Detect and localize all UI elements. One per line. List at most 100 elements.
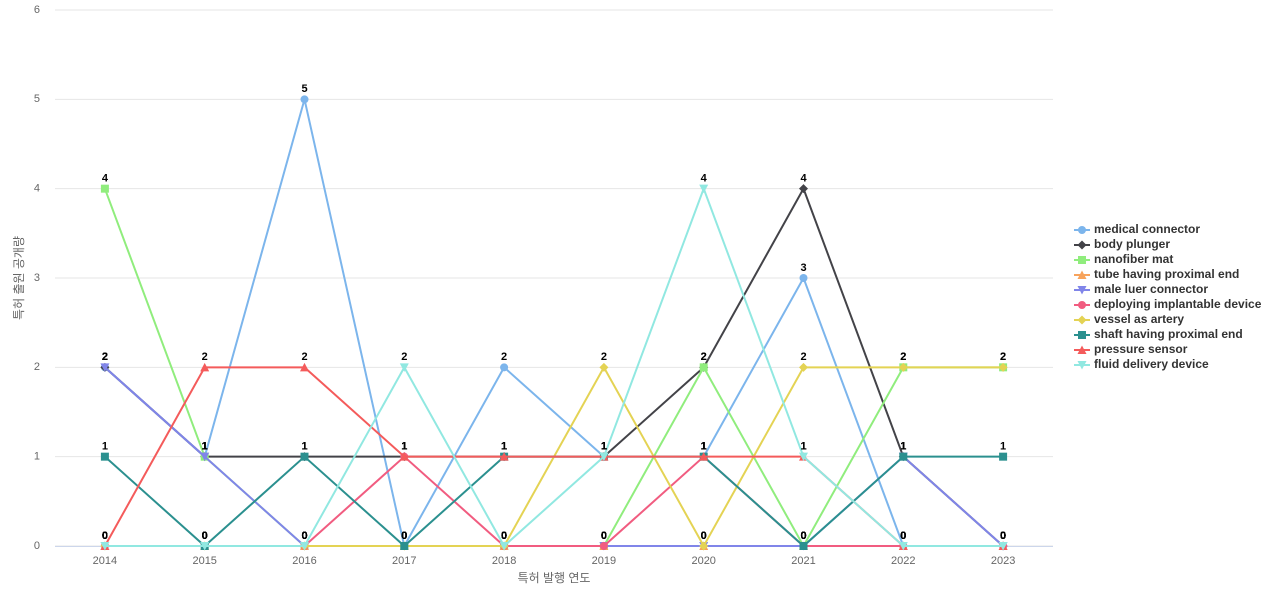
data-label: 0: [501, 530, 507, 542]
data-label: 1: [800, 441, 806, 453]
data-label: 0: [301, 530, 307, 542]
data-label: 0: [1000, 530, 1006, 542]
legend-marker: [1078, 256, 1086, 264]
legend-item: pressure sensor: [1074, 342, 1188, 356]
point: [799, 542, 808, 550]
legend-item: nanofiber mat: [1074, 252, 1173, 266]
data-label: 0: [800, 530, 806, 542]
point: [100, 452, 109, 461]
point: [499, 542, 509, 551]
point: [499, 452, 509, 461]
data-label: 1: [900, 441, 906, 453]
legend-item: body plunger: [1074, 237, 1170, 251]
legend-item: tube having proximal end: [1074, 267, 1239, 281]
data-label: 0: [202, 530, 208, 542]
legend-item: deploying implantable device: [1074, 297, 1262, 311]
data-label: 2: [701, 351, 707, 363]
x-tick-label: 2014: [93, 555, 117, 567]
x-tick-label: 2022: [891, 555, 915, 567]
data-label: 0: [202, 530, 208, 542]
point: [399, 363, 409, 372]
data-label: 4: [701, 173, 708, 185]
point: [898, 362, 908, 372]
data-label: 2: [102, 351, 108, 363]
data-label: 0: [601, 530, 607, 542]
y-tick-label: 6: [34, 4, 40, 16]
data-label: 0: [601, 530, 607, 542]
data-label: 0: [501, 530, 507, 542]
y-tick-label: 3: [34, 272, 40, 284]
point: [699, 363, 708, 372]
data-label: 0: [601, 530, 607, 542]
legend-label: pressure sensor: [1094, 342, 1188, 356]
series: [100, 95, 1008, 550]
data-label: 0: [301, 530, 307, 542]
data-label: 1: [102, 441, 108, 453]
point: [100, 542, 110, 551]
data-label: 0: [501, 530, 507, 542]
data-label: 1: [701, 441, 707, 453]
point: [200, 542, 210, 551]
data-label: 2: [800, 351, 806, 363]
y-tick-label: 2: [34, 361, 40, 373]
data-label: 1: [601, 441, 607, 453]
x-tick-label: 2023: [991, 555, 1015, 567]
y-tick-label: 5: [34, 93, 40, 105]
legend-label: nanofiber mat: [1094, 252, 1173, 266]
data-label: 0: [900, 530, 906, 542]
point: [998, 542, 1008, 551]
legend-label: body plunger: [1094, 237, 1170, 251]
point: [599, 452, 609, 462]
data-label: 0: [102, 530, 108, 542]
data-label: 1: [800, 441, 806, 453]
legend-marker: [1077, 315, 1087, 325]
data-label: 2: [900, 351, 906, 363]
point: [898, 542, 908, 551]
data-label: 0: [1000, 530, 1006, 542]
point: [300, 95, 309, 104]
legend-label: shaft having proximal end: [1094, 327, 1243, 341]
data-label: 1: [601, 441, 607, 453]
point: [599, 542, 608, 550]
data-label: 0: [701, 530, 707, 542]
point: [699, 541, 709, 551]
point: [400, 542, 409, 550]
legend-item: male luer connector: [1074, 282, 1208, 296]
data-label: 1: [401, 441, 407, 453]
point: [999, 452, 1008, 461]
point: [200, 362, 210, 372]
point: [300, 362, 309, 372]
data-label: 0: [900, 530, 906, 542]
legend-marker: [1078, 301, 1086, 309]
point: [100, 363, 110, 372]
data-label: 0: [1000, 530, 1006, 542]
legend-item: medical connector: [1074, 222, 1200, 236]
data-label: 1: [202, 441, 208, 453]
data-label: 0: [601, 530, 607, 542]
data-label: 0: [301, 530, 307, 542]
data-label: 1: [601, 441, 607, 453]
data-label: 1: [301, 441, 307, 453]
data-label: 0: [900, 530, 906, 542]
data-label: 1: [501, 441, 507, 453]
data-label: 1: [401, 441, 407, 453]
data-label: 1: [301, 441, 307, 453]
point: [799, 452, 808, 462]
legend-item: fluid delivery device: [1074, 357, 1209, 371]
x-axis-title: 특허 발행 연도: [518, 570, 591, 585]
data-label: 1: [701, 441, 707, 453]
data-label: 1: [601, 441, 607, 453]
x-tick-label: 2020: [691, 555, 715, 567]
data-label: 0: [301, 530, 307, 542]
data-label: 3: [800, 262, 806, 274]
point: [699, 452, 709, 461]
data-label: 1: [701, 441, 707, 453]
legend-marker: [1077, 361, 1087, 370]
point: [899, 452, 908, 461]
x-tick-label: 2016: [292, 555, 316, 567]
data-label: 0: [202, 530, 208, 542]
data-label: 0: [800, 530, 806, 542]
data-label: 0: [900, 530, 906, 542]
data-label: 0: [701, 530, 707, 542]
data-label: 0: [102, 530, 108, 542]
